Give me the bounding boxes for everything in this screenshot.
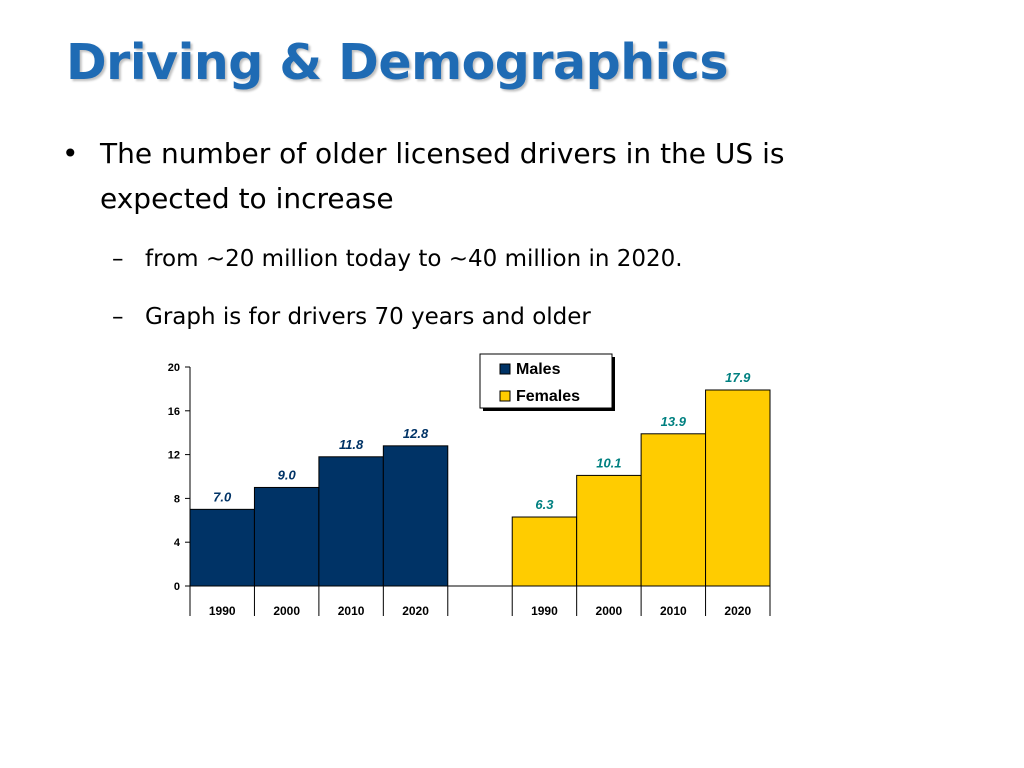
x-tick-label: 2020: [724, 604, 751, 618]
y-tick-label: 20: [168, 362, 180, 374]
y-tick-label: 4: [174, 537, 181, 549]
data-label: 13.9: [661, 414, 687, 429]
legend-swatch-females: [499, 390, 511, 402]
data-label: 9.0: [278, 467, 297, 482]
slide-title: Driving & Demographics: [66, 34, 729, 91]
y-tick-label: 8: [174, 493, 180, 505]
x-tick-label: 2010: [338, 604, 365, 618]
x-tick-label: 2020: [402, 604, 429, 618]
bar-females-2000: [576, 474, 642, 587]
legend-swatch-males: [499, 363, 511, 375]
x-tick-label: 1990: [209, 604, 236, 618]
dash-marker: –: [112, 246, 124, 272]
sub-bullet-graph-note-text: Graph is for drivers 70 years and older: [145, 304, 591, 330]
y-tick-label: 12: [168, 450, 180, 462]
main-bullet: • The number of older licensed drivers i…: [62, 131, 922, 221]
dash-marker: –: [112, 304, 124, 330]
bar-males-1990: [189, 508, 255, 587]
data-label: 11.8: [339, 437, 364, 452]
bar-females-2010: [640, 433, 707, 587]
y-tick-label: 16: [168, 406, 180, 418]
data-label: 17.9: [725, 370, 751, 385]
bar-females-2020: [705, 389, 771, 587]
bullet-marker: •: [62, 137, 79, 170]
legend-label-males: Males: [516, 361, 561, 378]
bar-males-2010: [318, 456, 384, 587]
legend-label-females: Females: [516, 388, 580, 405]
x-tick-label: 1990: [531, 604, 558, 618]
data-label: 6.3: [535, 497, 554, 512]
main-bullet-text: The number of older licensed drivers in …: [100, 137, 785, 215]
sub-bullet-forecast-text: from ~20 million today to ~40 million in…: [145, 246, 683, 272]
x-tick-label: 2000: [596, 604, 623, 618]
bar-males-2000: [253, 486, 320, 587]
data-label: 10.1: [596, 455, 621, 470]
drivers-bar-chart: 0 4 8 12 16 20 7.0 1990 9.0 2000 11.8 2010 12.8 2020 6…: [168, 353, 771, 618]
x-tick-label: 2000: [273, 604, 300, 618]
bar-females-1990: [511, 516, 578, 587]
data-label: 12.8: [403, 426, 429, 441]
bar-males-2020: [382, 445, 449, 587]
x-tick-label: 2010: [660, 604, 687, 618]
data-label: 7.0: [213, 489, 232, 504]
sub-bullet-forecast: – from ~20 million today to ~40 million …: [112, 243, 912, 275]
sub-bullet-graph-note: – Graph is for drivers 70 years and olde…: [112, 301, 912, 333]
y-tick-label: 0: [174, 581, 180, 593]
